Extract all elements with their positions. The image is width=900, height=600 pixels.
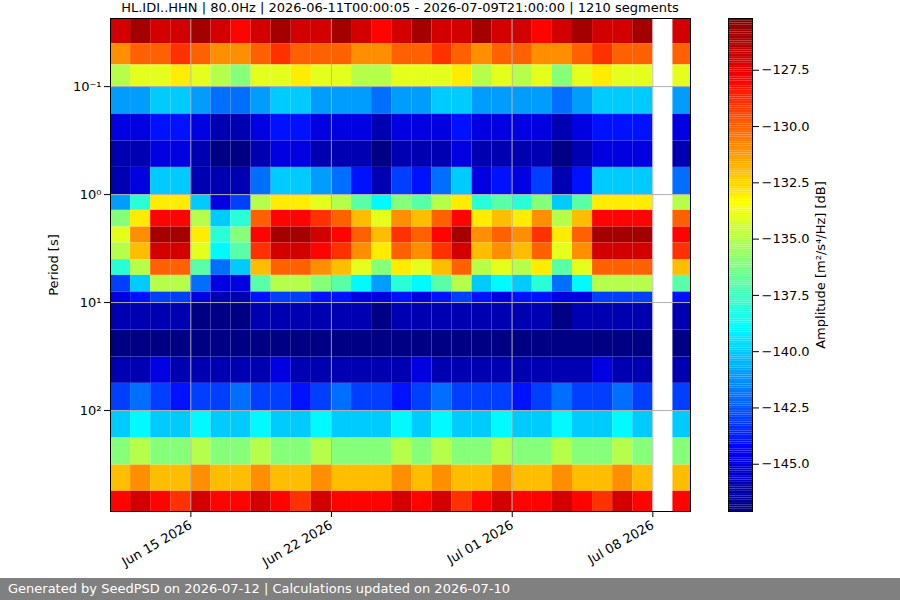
svg-text:−140.0: −140.0 [762, 344, 810, 359]
svg-text:10⁻¹: 10⁻¹ [73, 79, 102, 94]
svg-text:Jul 08 2026: Jul 08 2026 [584, 517, 656, 567]
svg-text:−142.5: −142.5 [762, 400, 810, 415]
svg-text:Jun 15 2026: Jun 15 2026 [118, 517, 194, 570]
svg-text:10¹: 10¹ [80, 295, 102, 310]
svg-text:10⁰: 10⁰ [80, 187, 102, 202]
svg-text:10²: 10² [80, 403, 102, 418]
svg-text:Jun 22 2026: Jun 22 2026 [259, 517, 335, 570]
svg-text:Period [s]: Period [s] [46, 234, 61, 296]
svg-text:−135.0: −135.0 [762, 231, 810, 246]
html-text:Generated by SeedPSD on 2026-0: Generated by SeedPSD on 2026-07-12 | Cal… [8, 581, 510, 596]
svg-text:Jul 01 2026: Jul 01 2026 [444, 517, 516, 567]
svg-text:−127.5: −127.5 [762, 62, 810, 77]
svg-text:−145.0: −145.0 [762, 456, 810, 471]
svg-text:Amplitude [m²/s⁴/Hz] [dB]: Amplitude [m²/s⁴/Hz] [dB] [813, 181, 828, 349]
svg-text:−130.0: −130.0 [762, 119, 810, 134]
html-text:HL.IDI..HHN | 80.0Hz | 2026-06: HL.IDI..HHN | 80.0Hz | 2026-06-11T00:00:… [121, 0, 679, 15]
svg-text:−132.5: −132.5 [762, 175, 810, 190]
svg-text:−137.5: −137.5 [762, 288, 810, 303]
